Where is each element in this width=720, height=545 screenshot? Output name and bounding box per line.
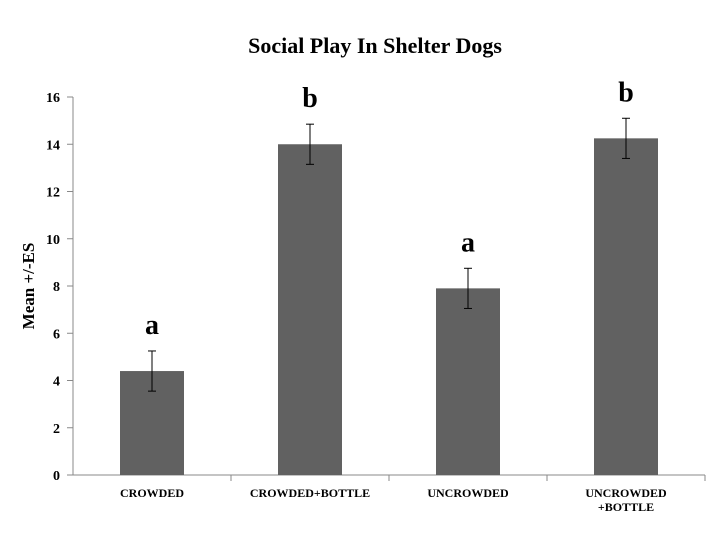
x-tick-label: UNCROWDED bbox=[585, 486, 667, 500]
y-tick-label: 2 bbox=[53, 422, 60, 437]
y-tick-label: 12 bbox=[46, 186, 60, 201]
y-tick-label: 10 bbox=[46, 233, 60, 248]
x-tick-label: CROWDED bbox=[120, 486, 184, 500]
bar bbox=[278, 144, 342, 475]
bar bbox=[436, 288, 500, 475]
chart-title: Social Play In Shelter Dogs bbox=[248, 33, 502, 58]
y-tick-label: 6 bbox=[53, 327, 60, 342]
x-tick-label: +BOTTLE bbox=[598, 500, 654, 514]
x-tick-label: CROWDED+BOTTLE bbox=[250, 486, 370, 500]
y-tick-label: 4 bbox=[53, 375, 60, 390]
y-tick-label: 14 bbox=[46, 138, 60, 153]
y-tick-label: 8 bbox=[53, 280, 60, 295]
significance-label: b bbox=[618, 77, 634, 108]
significance-label: a bbox=[461, 227, 475, 258]
plot-area: 0 2 4 6 8 10 12 14 16 a CROWDED b CROWDED+BOTTLE a UNC… bbox=[46, 77, 706, 514]
significance-label: a bbox=[145, 310, 159, 341]
y-tick-label: 0 bbox=[53, 469, 60, 484]
significance-label: b bbox=[302, 83, 318, 114]
y-axis-label: Mean +/-ES bbox=[19, 243, 38, 330]
y-tick-label: 16 bbox=[46, 91, 60, 106]
x-tick-label: UNCROWDED bbox=[427, 486, 509, 500]
bar bbox=[594, 138, 658, 475]
